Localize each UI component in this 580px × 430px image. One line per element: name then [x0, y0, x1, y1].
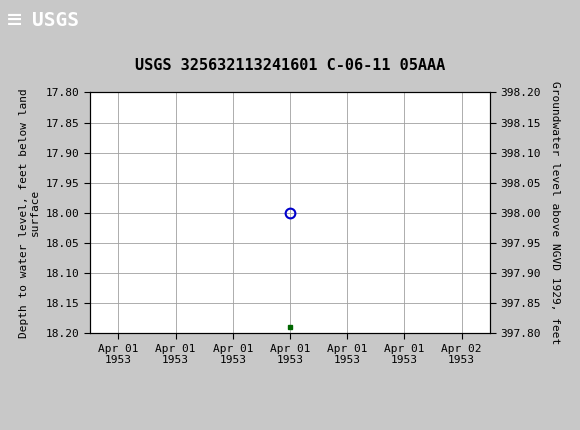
Y-axis label: Groundwater level above NGVD 1929, feet: Groundwater level above NGVD 1929, feet	[550, 81, 560, 344]
Text: USGS: USGS	[32, 11, 79, 30]
Text: USGS 325632113241601 C-06-11 05AAA: USGS 325632113241601 C-06-11 05AAA	[135, 58, 445, 74]
Legend: Period of approved data: Period of approved data	[181, 429, 399, 430]
Y-axis label: Depth to water level, feet below land
surface: Depth to water level, feet below land su…	[19, 88, 40, 338]
Text: ≡: ≡	[7, 9, 22, 32]
